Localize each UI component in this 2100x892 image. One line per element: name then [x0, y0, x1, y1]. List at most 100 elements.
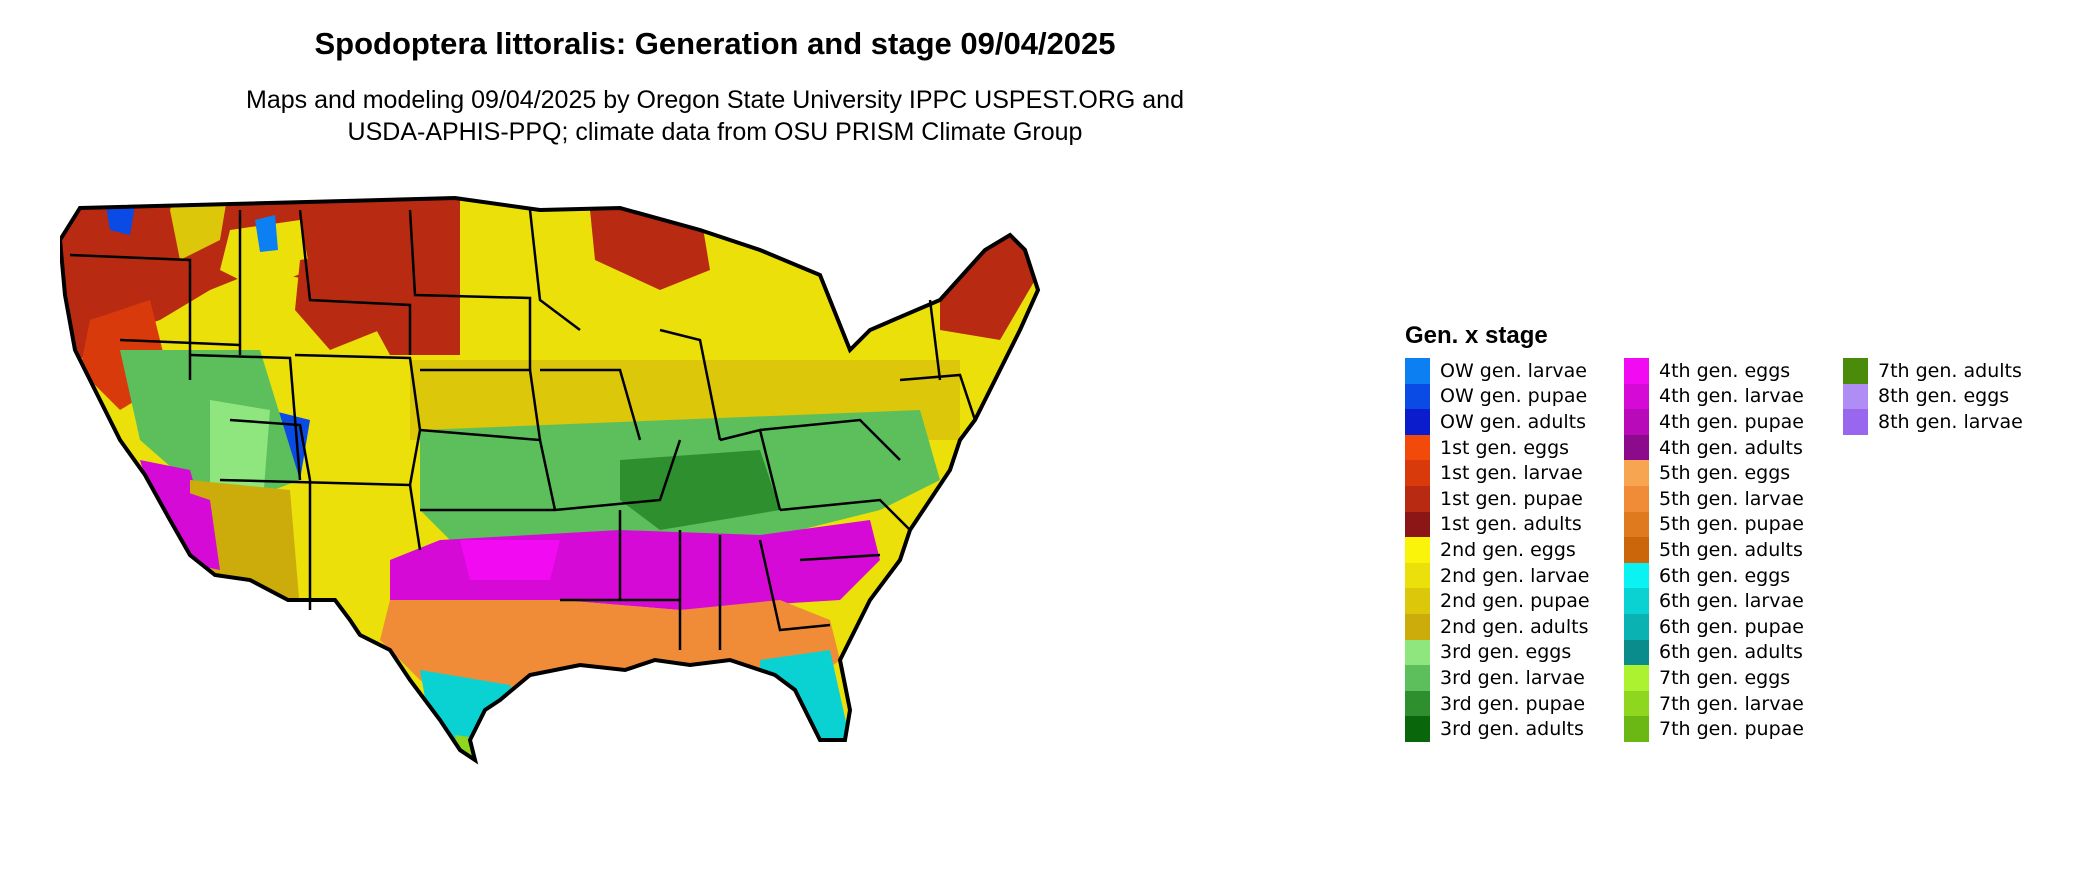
legend-label: OW gen. adults	[1440, 410, 1587, 433]
legend-item: 3rd gen. larvae	[1405, 665, 1624, 691]
legend-item: 2nd gen. eggs	[1405, 537, 1624, 563]
legend-label: 5th gen. adults	[1659, 538, 1803, 561]
legend-label: 2nd gen. adults	[1440, 615, 1589, 638]
legend-item: 2nd gen. pupae	[1405, 588, 1624, 614]
subtitle-line-1: Maps and modeling 09/04/2025 by Oregon S…	[246, 86, 1184, 114]
legend-swatch	[1843, 409, 1868, 435]
legend-label: 2nd gen. pupae	[1440, 590, 1590, 613]
legend-label: 7th gen. adults	[1878, 359, 2022, 382]
legend-swatch	[1624, 665, 1649, 691]
legend-item: OW gen. adults	[1405, 409, 1624, 435]
legend-swatch	[1405, 409, 1430, 435]
legend-swatch	[1624, 409, 1649, 435]
legend-item: 8th gen. larvae	[1843, 409, 2062, 435]
legend-label: OW gen. larvae	[1440, 359, 1587, 382]
legend-label: 6th gen. adults	[1659, 641, 1803, 664]
subtitle-line-2: USDA-APHIS-PPQ; climate data from OSU PR…	[347, 118, 1083, 146]
legend-item: 3rd gen. eggs	[1405, 639, 1624, 666]
legend-swatch	[1405, 358, 1430, 384]
legend-swatch	[1624, 460, 1649, 486]
legend-label: OW gen. pupae	[1440, 385, 1588, 408]
map-subtitle: Maps and modeling 09/04/2025 by Oregon S…	[0, 84, 1430, 148]
legend-label: 5th gen. pupae	[1659, 513, 1804, 536]
legend-label: 2nd gen. eggs	[1440, 538, 1576, 561]
legend-label: 3rd gen. adults	[1440, 718, 1584, 741]
legend-swatch	[1624, 562, 1649, 589]
legend-item: 5th gen. larvae	[1624, 485, 1843, 512]
legend-label: 8th gen. larvae	[1878, 410, 2023, 433]
legend-label: 6th gen. eggs	[1659, 564, 1791, 587]
legend-label: 1st gen. pupae	[1440, 487, 1583, 510]
legend-label: 4th gen. pupae	[1659, 410, 1804, 433]
legend-label: 3rd gen. larvae	[1440, 666, 1585, 689]
legend-label: 1st gen. eggs	[1440, 436, 1570, 459]
legend-swatch	[1405, 537, 1430, 563]
legend-item: 3rd gen. pupae	[1405, 690, 1624, 717]
legend-item: 7th gen. eggs	[1624, 665, 1843, 691]
legend-item: 6th gen. larvae	[1624, 588, 1843, 614]
legend-item: 8th gen. eggs	[1843, 383, 2062, 410]
legend-swatch	[1405, 383, 1430, 410]
legend-swatch	[1624, 588, 1649, 614]
map-title: Spodoptera littoralis: Generation and st…	[314, 26, 1116, 61]
legend-label: 7th gen. eggs	[1659, 666, 1791, 689]
legend-label: 4th gen. eggs	[1659, 359, 1791, 382]
legend-label: 4th gen. adults	[1659, 436, 1803, 459]
legend-label: 4th gen. larvae	[1659, 385, 1804, 408]
legend-swatch	[1405, 434, 1430, 461]
legend-column: OW gen. larvae OW gen. pupae OW gen. adult…	[1405, 358, 1624, 742]
legend-item: 5th gen. eggs	[1624, 460, 1843, 486]
legend-label: 5th gen. eggs	[1659, 462, 1791, 485]
legend-item: 4th gen. larvae	[1624, 383, 1843, 410]
legend-item: 7th gen. pupae	[1624, 716, 1843, 742]
legend-swatch	[1843, 383, 1868, 410]
legend-item: 6th gen. eggs	[1624, 562, 1843, 589]
legend-swatch	[1624, 716, 1649, 742]
legend-item: 2nd gen. larvae	[1405, 562, 1624, 589]
legend-column: 7th gen. adults 8th gen. eggs 8th gen. lar…	[1843, 358, 2062, 742]
legend-label: 8th gen. eggs	[1878, 385, 2010, 408]
legend-item: 5th gen. pupae	[1624, 511, 1843, 538]
legend-swatch	[1405, 562, 1430, 589]
us-generation-map	[60, 195, 1041, 765]
legend-swatch	[1624, 358, 1649, 384]
legend-swatch	[1405, 460, 1430, 486]
legend-swatch	[1624, 537, 1649, 563]
legend-label: 6th gen. larvae	[1659, 590, 1804, 613]
legend-swatch	[1405, 716, 1430, 742]
legend-item: 6th gen. adults	[1624, 639, 1843, 666]
legend-label: 3rd gen. eggs	[1440, 641, 1572, 664]
legend-item: 1st gen. pupae	[1405, 485, 1624, 512]
legend-item: 1st gen. larvae	[1405, 460, 1624, 486]
legend-swatch	[1843, 358, 1868, 384]
legend-item: OW gen. pupae	[1405, 383, 1624, 410]
legend-item: 4th gen. adults	[1624, 434, 1843, 461]
legend-column: 4th gen. eggs 4th gen. larvae 4th gen. pup…	[1624, 358, 1843, 742]
legend-swatch	[1624, 511, 1649, 538]
legend-label: 7th gen. larvae	[1659, 692, 1804, 715]
legend-label: 5th gen. larvae	[1659, 487, 1804, 510]
legend-item: 4th gen. pupae	[1624, 409, 1843, 435]
legend-label: 6th gen. pupae	[1659, 615, 1804, 638]
legend-item: 2nd gen. adults	[1405, 613, 1624, 640]
legend-label: 1st gen. larvae	[1440, 462, 1583, 485]
legend-swatch	[1405, 511, 1430, 538]
legend-label: 2nd gen. larvae	[1440, 564, 1590, 587]
legend-title: Gen. x stage	[1405, 322, 1548, 349]
legend-item: OW gen. larvae	[1405, 358, 1624, 384]
legend: OW gen. larvae OW gen. pupae OW gen. adult…	[1405, 358, 2062, 742]
legend-item: 7th gen. adults	[1843, 358, 2062, 384]
legend-swatch	[1624, 613, 1649, 640]
legend-item: 1st gen. adults	[1405, 511, 1624, 538]
legend-swatch	[1405, 588, 1430, 614]
legend-swatch	[1624, 434, 1649, 461]
legend-label: 3rd gen. pupae	[1440, 692, 1586, 715]
legend-item: 6th gen. pupae	[1624, 613, 1843, 640]
legend-item: 4th gen. eggs	[1624, 358, 1843, 384]
legend-swatch	[1624, 485, 1649, 512]
legend-swatch	[1405, 639, 1430, 666]
legend-item: 3rd gen. adults	[1405, 716, 1624, 742]
legend-swatch	[1624, 639, 1649, 666]
legend-swatch	[1405, 613, 1430, 640]
legend-swatch	[1405, 665, 1430, 691]
